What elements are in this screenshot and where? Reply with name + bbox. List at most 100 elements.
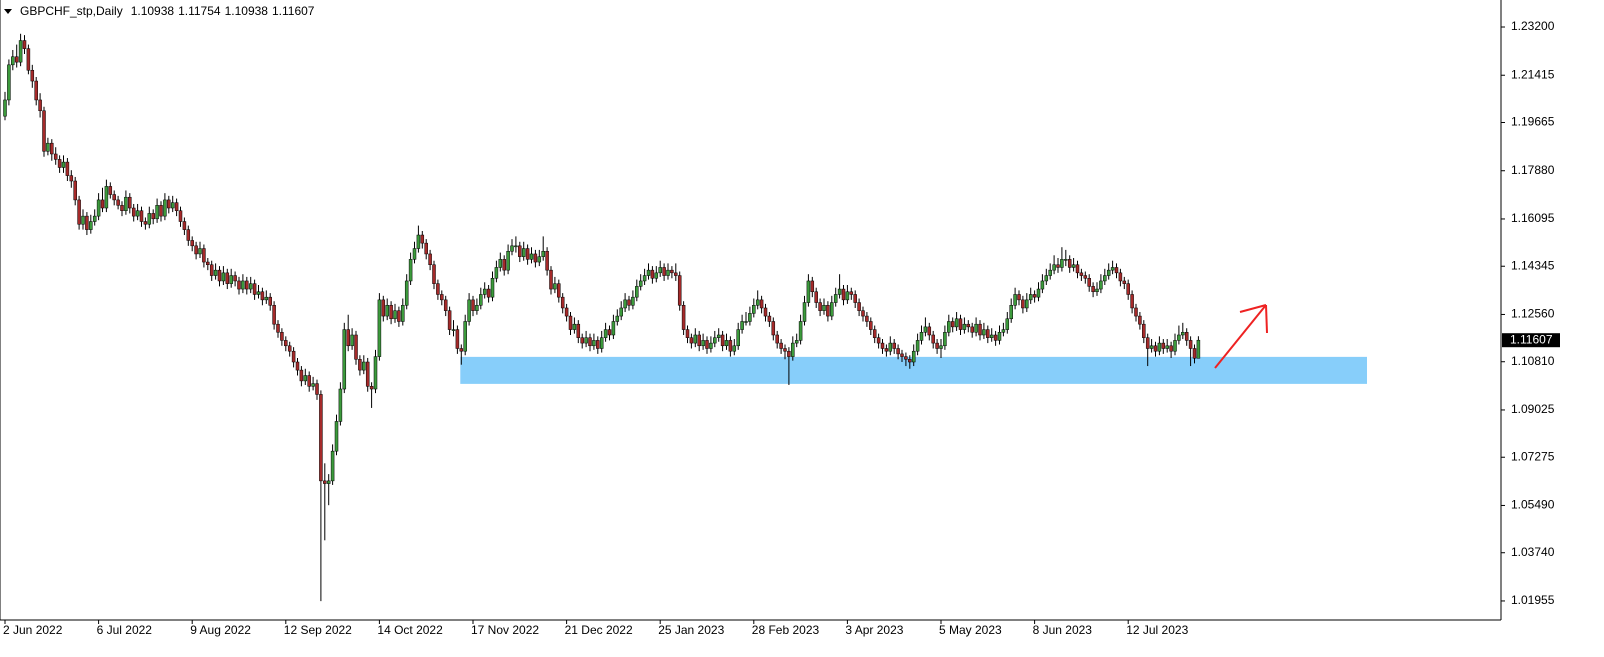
candle-body <box>677 275 682 306</box>
candle-body <box>560 296 565 309</box>
candle-body <box>736 329 740 347</box>
candle-body <box>876 337 881 344</box>
candle-body <box>931 334 935 344</box>
candle-body <box>206 261 210 265</box>
current-price-box <box>1502 333 1560 348</box>
candle-body <box>1028 294 1033 301</box>
low-value: 1.10938 <box>225 4 269 18</box>
candle-body <box>420 234 425 244</box>
candle-body <box>11 56 15 66</box>
candle-body <box>272 305 276 325</box>
candle-body <box>1103 275 1107 282</box>
candle-body <box>471 299 475 311</box>
candle-body <box>1106 269 1111 276</box>
candle-body <box>38 99 42 112</box>
candle-body <box>857 302 861 311</box>
candle-body <box>845 291 850 301</box>
candle-body <box>81 215 85 225</box>
candle-body <box>841 288 846 301</box>
candle-body <box>241 280 245 290</box>
candle-body <box>732 345 737 352</box>
candle-body <box>256 291 261 295</box>
candle-body <box>432 264 436 284</box>
candle-body <box>486 288 491 298</box>
candle-body <box>982 329 986 336</box>
candle-body <box>326 480 331 484</box>
candle-body <box>783 348 787 352</box>
candle-body <box>186 229 191 241</box>
candle-body <box>1165 345 1169 349</box>
candle-body <box>1184 332 1189 341</box>
candle-body <box>709 342 713 349</box>
candle-body <box>525 248 530 260</box>
candle-body <box>822 305 826 311</box>
candle-body <box>467 299 471 322</box>
candle-body <box>740 321 744 330</box>
candle-body <box>947 321 951 333</box>
candle-body <box>291 350 296 363</box>
candle-body <box>611 321 616 336</box>
candle-body <box>553 283 557 290</box>
candle-body <box>537 256 542 263</box>
candle-body <box>18 40 23 63</box>
candle-body <box>615 315 620 322</box>
candle-body <box>599 337 604 349</box>
candle-body <box>849 291 854 295</box>
symbol-menu-triangle[interactable] <box>4 9 12 14</box>
symbol: GBPCHF_stp,Daily <box>20 4 123 18</box>
candle-body <box>190 240 194 247</box>
candle-body <box>397 310 401 322</box>
candle-body <box>252 283 257 295</box>
candle-body <box>814 291 818 303</box>
candle-body <box>701 340 705 347</box>
candle-body <box>260 291 265 301</box>
candle-body <box>635 286 639 298</box>
candle-body <box>1161 342 1166 349</box>
candle-body <box>716 334 721 338</box>
candle-body <box>377 299 382 357</box>
candle-body <box>1134 307 1138 317</box>
candle-body <box>1099 280 1103 290</box>
candle-body <box>323 480 327 484</box>
candle-body <box>970 326 974 333</box>
candle-body <box>826 305 830 317</box>
candle-body <box>596 340 600 349</box>
price-tick-label: 1.01955 <box>1511 593 1555 607</box>
candle-body <box>1044 275 1049 282</box>
candle-body <box>775 334 779 344</box>
candle-body <box>545 250 549 271</box>
candle-body <box>389 305 393 320</box>
candle-body <box>77 199 81 225</box>
time-tick-label: 6 Jul 2022 <box>97 623 153 637</box>
candle-body <box>1173 340 1177 352</box>
candle-body <box>514 245 518 248</box>
candle-body <box>794 340 799 344</box>
candle-body <box>787 350 791 357</box>
candle-body <box>1005 318 1010 330</box>
candle-body <box>139 210 144 222</box>
candle-body <box>143 221 148 225</box>
time-tick-label: 3 Apr 2023 <box>845 623 903 637</box>
candle-body <box>892 342 896 349</box>
candle-body <box>763 307 768 317</box>
candle-body <box>943 332 947 347</box>
price-tick-label: 1.12560 <box>1511 307 1555 321</box>
candle-body <box>362 361 366 371</box>
candle-body <box>627 299 631 306</box>
candle-body <box>264 296 269 301</box>
candle-body <box>416 234 421 249</box>
price-tick-label: 1.07275 <box>1511 449 1555 463</box>
candle-body <box>479 294 483 306</box>
candle-body <box>865 315 869 322</box>
candle-body <box>880 342 885 349</box>
candle-body <box>295 361 300 371</box>
candle-body <box>1145 337 1150 349</box>
close-value: 1.11607 <box>272 4 315 18</box>
candle-body <box>385 305 389 317</box>
candle-body <box>1095 288 1099 293</box>
candle-body <box>872 329 877 338</box>
candle-layer <box>3 33 1201 602</box>
price-tick-label: 1.19665 <box>1511 115 1555 129</box>
candle-body <box>69 175 74 182</box>
candle-body <box>911 350 916 363</box>
